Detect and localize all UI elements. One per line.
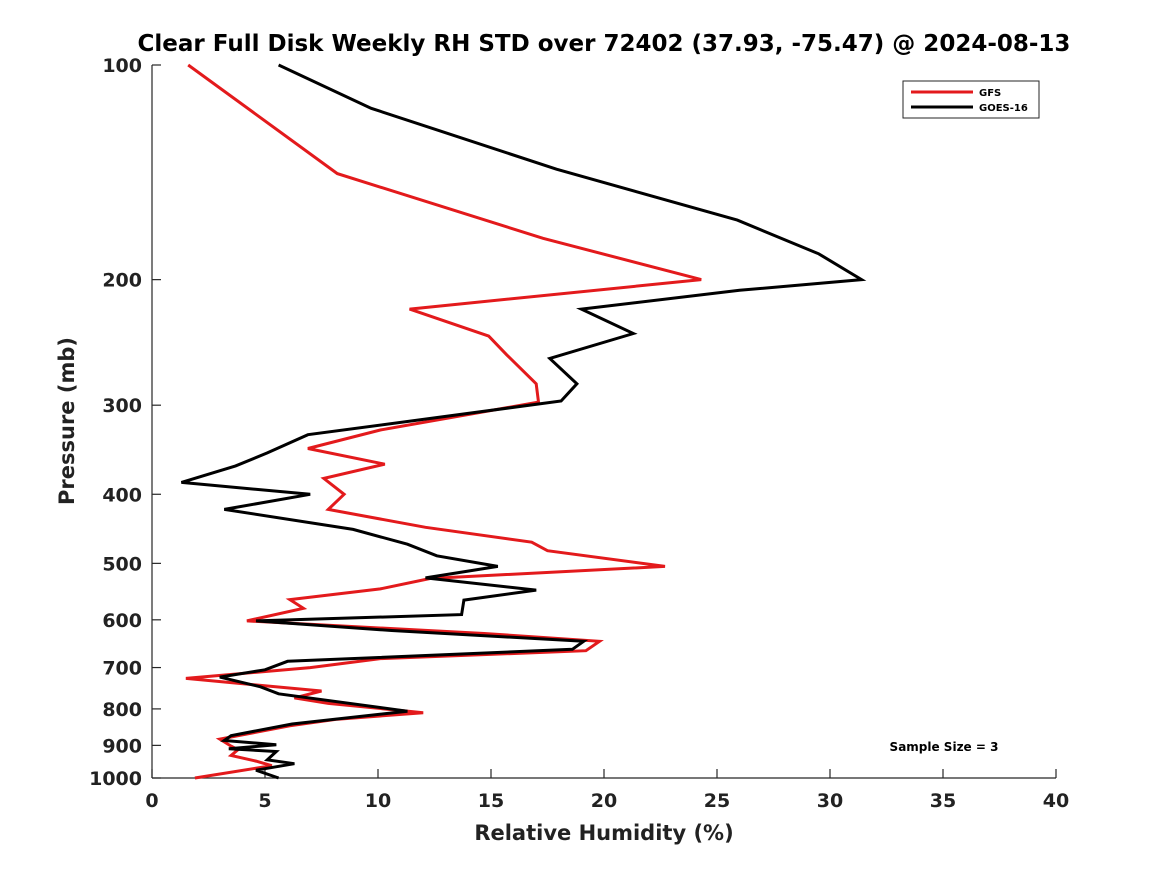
x-tick-label: 0 [145,790,158,812]
y-tick-label: 300 [102,395,142,417]
y-tick-label: 900 [102,735,142,757]
legend-box [902,80,1040,119]
y-tick-label: 500 [102,553,142,575]
x-tick-label: 20 [591,790,617,812]
x-axis-label: Relative Humidity (%) [474,821,733,845]
x-tick-label: 15 [478,790,504,812]
x-tick-label: 40 [1043,790,1069,812]
data-series [180,63,867,780]
x-tick-label: 30 [817,790,843,812]
y-tick-label: 200 [102,270,142,292]
y-tick-label: 1000 [89,768,142,790]
chart-title: Clear Full Disk Weekly RH STD over 72402… [138,31,1071,57]
sample-size-annotation: Sample Size = 3 [890,740,999,754]
legend: GFS GOES-16 [902,80,1040,119]
legend-label-gfs: GFS [979,88,1001,99]
x-tick-label: 10 [365,790,391,812]
legend-label-goes-16: GOES-16 [979,103,1028,114]
x-tick-label: 25 [704,790,730,812]
y-axis-label: Pressure (mb) [55,337,79,505]
y-tick-label: 800 [102,699,142,721]
y-tick-label: 600 [102,610,142,632]
x-tick-label: 5 [258,790,271,812]
y-tick-label: 700 [102,658,142,680]
x-tick-label: 35 [930,790,956,812]
y-tick-label: 400 [102,484,142,506]
y-tick-label: 100 [102,55,142,77]
series-line-goes-16 [180,63,867,780]
ticks: 0 5 10 15 20 25 30 35 40 100 200 300 400 500 600 700 800… [89,55,1069,812]
